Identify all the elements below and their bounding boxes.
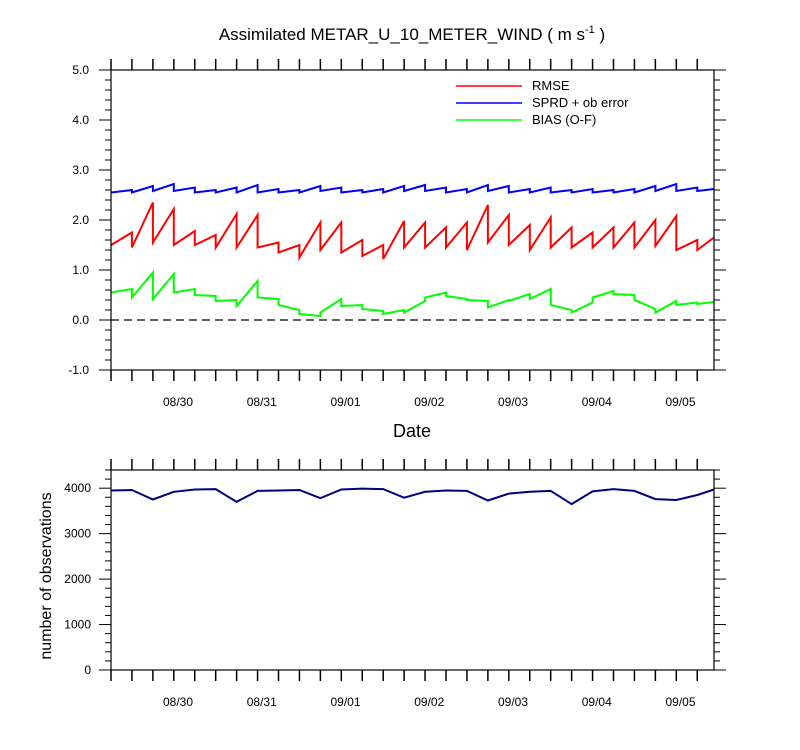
y-tick-label: 1.0	[72, 263, 89, 277]
bottom-chart-y-tick-labels: 0 1000 2000 3000 4000	[64, 481, 91, 677]
series-line-rmse	[110, 202, 715, 262]
chart-title: Assimilated METAR_U_10_METER_WIND ( m s-…	[219, 24, 605, 44]
series-line-sprd-ob-error	[110, 182, 715, 194]
x-tick-label: 08/30	[163, 695, 193, 709]
x-tick-label: 08/31	[247, 395, 277, 409]
top-chart-series	[110, 182, 715, 318]
y-tick-label: 5.0	[72, 63, 89, 77]
series-line-bias-o-f	[110, 269, 715, 318]
bottom-chart-ticks	[99, 459, 726, 681]
y-tick-label: 3000	[64, 527, 91, 541]
x-tick-label: 09/03	[498, 695, 528, 709]
x-tick-label: 09/01	[330, 395, 360, 409]
x-tick-label: 09/01	[330, 695, 360, 709]
x-axis-label: Date	[393, 421, 431, 441]
legend: RMSE SPRD + ob error BIAS (O-F)	[456, 78, 629, 127]
x-tick-label: 09/03	[498, 395, 528, 409]
y-tick-label: -1.0	[68, 363, 89, 377]
x-tick-label: 09/05	[665, 695, 695, 709]
y-tick-label: 1000	[64, 618, 91, 632]
y-tick-label: 4000	[64, 481, 91, 495]
bottom-chart-frame	[110, 469, 715, 671]
legend-label-rmse: RMSE	[532, 78, 570, 93]
series-line-observation-count	[110, 487, 715, 506]
y-tick-label: 2000	[64, 572, 91, 586]
x-tick-label: 08/30	[163, 395, 193, 409]
y-axis-label-observations: number of observations	[38, 492, 55, 659]
bottom-chart-x-tick-labels: 08/30 08/31 09/01 09/02 09/03 09/04 09/05	[163, 695, 696, 709]
x-tick-label: 09/04	[582, 695, 612, 709]
y-tick-label: 0	[84, 663, 91, 677]
x-tick-label: 09/02	[414, 395, 444, 409]
x-tick-label: 09/05	[665, 395, 695, 409]
y-tick-label: 0.0	[72, 313, 89, 327]
y-tick-label: 2.0	[72, 213, 89, 227]
legend-label-sprd-ob-error: SPRD + ob error	[532, 95, 629, 110]
x-tick-label: 09/04	[582, 395, 612, 409]
x-tick-label: 09/02	[414, 695, 444, 709]
top-chart-ticks	[99, 59, 726, 381]
top-chart-frame	[110, 69, 715, 371]
legend-label-bias-o-f: BIAS (O-F)	[532, 112, 596, 127]
y-tick-label: 4.0	[72, 113, 89, 127]
bottom-chart-series	[110, 487, 715, 506]
x-tick-label: 08/31	[247, 695, 277, 709]
top-chart-x-tick-labels: 08/30 08/31 09/01 09/02 09/03 09/04 09/05	[163, 395, 696, 409]
top-chart-y-tick-labels: -1.0 0.0 1.0 2.0 3.0 4.0 5.0	[68, 63, 89, 377]
y-tick-label: 3.0	[72, 163, 89, 177]
